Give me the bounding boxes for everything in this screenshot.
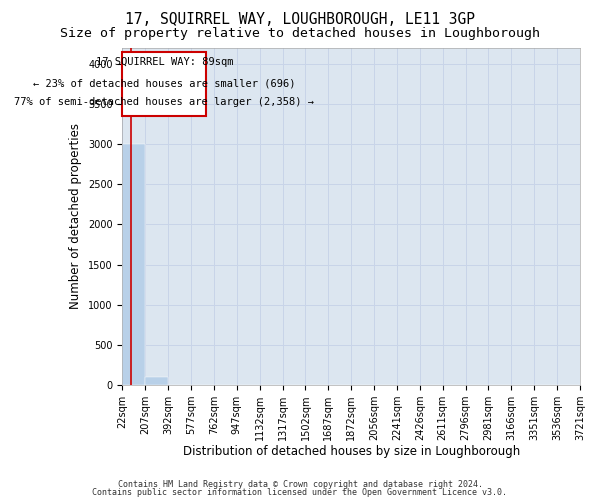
Text: Size of property relative to detached houses in Loughborough: Size of property relative to detached ho… bbox=[60, 28, 540, 40]
Text: ← 23% of detached houses are smaller (696): ← 23% of detached houses are smaller (69… bbox=[33, 78, 296, 88]
Text: 17, SQUIRREL WAY, LOUGHBOROUGH, LE11 3GP: 17, SQUIRREL WAY, LOUGHBOROUGH, LE11 3GP bbox=[125, 12, 475, 28]
X-axis label: Distribution of detached houses by size in Loughborough: Distribution of detached houses by size … bbox=[182, 444, 520, 458]
Text: 17 SQUIRREL WAY: 89sqm: 17 SQUIRREL WAY: 89sqm bbox=[95, 57, 233, 67]
Y-axis label: Number of detached properties: Number of detached properties bbox=[70, 124, 82, 310]
FancyBboxPatch shape bbox=[122, 52, 206, 116]
Bar bbox=[122, 144, 145, 385]
Text: 77% of semi-detached houses are larger (2,358) →: 77% of semi-detached houses are larger (… bbox=[14, 96, 314, 106]
Text: Contains HM Land Registry data © Crown copyright and database right 2024.: Contains HM Land Registry data © Crown c… bbox=[118, 480, 482, 489]
Bar bbox=[145, 377, 168, 385]
Text: Contains public sector information licensed under the Open Government Licence v3: Contains public sector information licen… bbox=[92, 488, 508, 497]
